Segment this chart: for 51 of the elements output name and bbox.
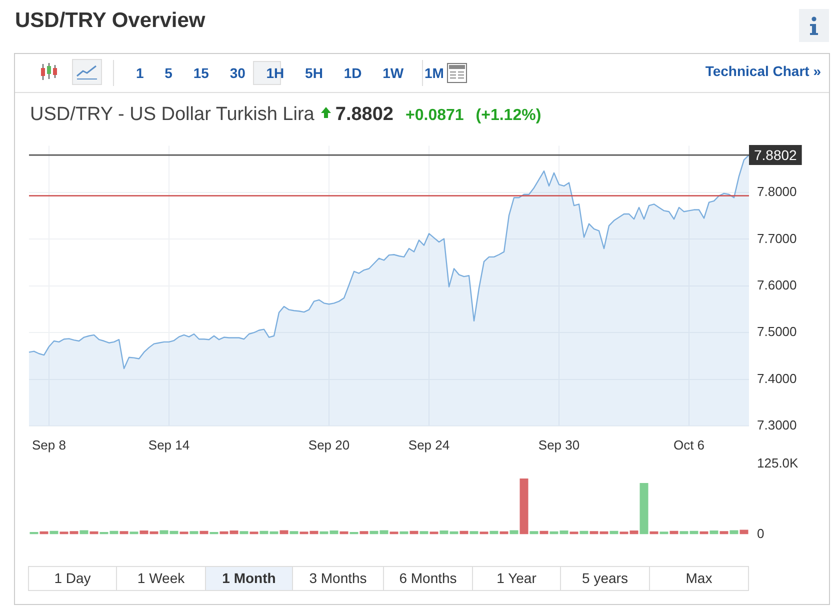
bar xyxy=(390,532,398,534)
bar xyxy=(190,531,198,534)
x-tick-label: Sep 24 xyxy=(408,437,450,452)
bar xyxy=(740,530,748,534)
text: 7.8802 xyxy=(335,104,394,126)
y-tick-label: 7.3000 xyxy=(757,418,797,433)
text: (+1.12%) xyxy=(476,107,542,125)
bar xyxy=(470,531,478,534)
text: 1 5 15 30 1H 5H 1D 1W 1M xyxy=(136,65,444,82)
text: +0.0871 xyxy=(406,107,464,125)
bar xyxy=(120,531,128,534)
x-tick-label: Sep 30 xyxy=(538,437,580,452)
y-tick-label: 7.8000 xyxy=(757,184,797,200)
text: 6 Months xyxy=(383,567,472,590)
y-tick-label: 7.6000 xyxy=(757,277,797,292)
bar xyxy=(290,531,298,534)
text: Technical Chart » xyxy=(705,63,821,79)
y-tick-label: 7.7000 xyxy=(757,230,797,246)
bar xyxy=(710,530,718,534)
x-tick-label: Sep 20 xyxy=(308,437,350,452)
bar xyxy=(520,478,528,534)
text: 1 Week xyxy=(116,567,205,590)
text: 1 Day xyxy=(53,569,92,588)
y-tick-label: 125.0K xyxy=(757,455,799,470)
y-tick-label: 7.5000 xyxy=(757,324,797,340)
bar xyxy=(180,532,188,534)
bar xyxy=(430,532,438,534)
bar xyxy=(250,532,258,534)
chart-title: USD/TRY Overview xyxy=(15,9,206,33)
bar xyxy=(420,531,428,534)
y-tick-label: 7.4000 xyxy=(757,370,797,386)
x-tick-label: Sep 8 xyxy=(32,437,66,452)
x-tick-label: Oct 6 xyxy=(673,437,705,452)
y-tick-label: 0 xyxy=(757,526,764,541)
bar xyxy=(720,531,728,534)
text: 1 Year xyxy=(472,567,560,590)
chart-subtitle: USD/TRY - US Dollar Turkish Lira xyxy=(30,104,314,126)
text: 3 Months xyxy=(292,567,383,590)
x-tick-label: Sep 14 xyxy=(148,437,190,452)
bar xyxy=(530,531,538,534)
text: 1 Month xyxy=(205,567,292,590)
bar xyxy=(480,532,488,534)
bar xyxy=(640,482,648,534)
bar xyxy=(240,531,248,534)
bar xyxy=(660,532,668,534)
bar xyxy=(130,532,138,534)
ref-line-label: 7.8802 xyxy=(754,146,798,163)
bar xyxy=(570,532,578,534)
text: Max xyxy=(649,567,748,590)
bar xyxy=(360,531,368,534)
text: 5 years xyxy=(560,567,649,590)
